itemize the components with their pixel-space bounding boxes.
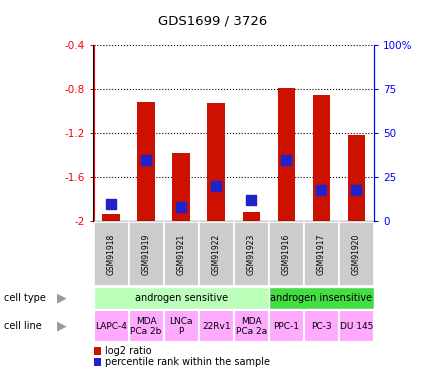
Text: GSM91920: GSM91920 (352, 233, 361, 275)
Text: GDS1699 / 3726: GDS1699 / 3726 (158, 15, 267, 28)
FancyBboxPatch shape (304, 310, 339, 342)
Bar (348, 135, 365, 221)
Point (178, 204, 184, 210)
Point (353, 186, 360, 192)
Text: log2 ratio: log2 ratio (105, 346, 152, 355)
FancyBboxPatch shape (128, 310, 164, 342)
Text: MDA
PCa 2b: MDA PCa 2b (130, 316, 162, 336)
FancyBboxPatch shape (234, 222, 269, 286)
Point (143, 157, 150, 163)
Text: PC-3: PC-3 (311, 322, 332, 331)
Text: GSM91918: GSM91918 (107, 233, 116, 274)
Bar (102, 213, 120, 221)
FancyBboxPatch shape (339, 222, 374, 286)
Text: DU 145: DU 145 (340, 322, 373, 331)
FancyBboxPatch shape (269, 310, 304, 342)
FancyBboxPatch shape (304, 222, 339, 286)
Text: ▶: ▶ (57, 320, 66, 333)
Text: GSM91916: GSM91916 (282, 233, 291, 275)
Bar (243, 212, 260, 221)
Text: GSM91917: GSM91917 (317, 233, 326, 275)
Text: androgen sensitive: androgen sensitive (135, 293, 228, 303)
Text: LAPC-4: LAPC-4 (95, 322, 127, 331)
FancyBboxPatch shape (129, 222, 164, 286)
Bar (137, 102, 155, 221)
FancyBboxPatch shape (198, 310, 234, 342)
Point (248, 197, 255, 203)
Text: LNCa
P: LNCa P (170, 316, 193, 336)
Text: cell type: cell type (4, 293, 46, 303)
Point (213, 183, 220, 189)
FancyBboxPatch shape (164, 310, 198, 342)
Text: GSM91921: GSM91921 (177, 233, 186, 274)
FancyBboxPatch shape (339, 310, 374, 342)
FancyBboxPatch shape (164, 222, 198, 286)
Bar (278, 88, 295, 221)
Bar (173, 153, 190, 221)
Point (283, 157, 290, 163)
Point (108, 201, 114, 207)
Text: MDA
PCa 2a: MDA PCa 2a (236, 316, 267, 336)
FancyBboxPatch shape (234, 310, 269, 342)
Bar (207, 104, 225, 221)
Text: GSM91923: GSM91923 (247, 233, 256, 275)
FancyBboxPatch shape (94, 310, 128, 342)
Point (318, 186, 325, 192)
Text: percentile rank within the sample: percentile rank within the sample (105, 357, 270, 367)
FancyBboxPatch shape (269, 287, 374, 309)
Text: GSM91922: GSM91922 (212, 233, 221, 274)
Text: ▶: ▶ (57, 292, 66, 304)
FancyBboxPatch shape (199, 222, 234, 286)
FancyBboxPatch shape (94, 287, 269, 309)
FancyBboxPatch shape (269, 222, 304, 286)
Text: PPC-1: PPC-1 (273, 322, 299, 331)
Text: GSM91919: GSM91919 (142, 233, 150, 275)
Bar (313, 94, 330, 221)
FancyBboxPatch shape (94, 222, 128, 286)
Text: cell line: cell line (4, 321, 42, 331)
Text: 22Rv1: 22Rv1 (202, 322, 230, 331)
Text: androgen insensitive: androgen insensitive (270, 293, 372, 303)
